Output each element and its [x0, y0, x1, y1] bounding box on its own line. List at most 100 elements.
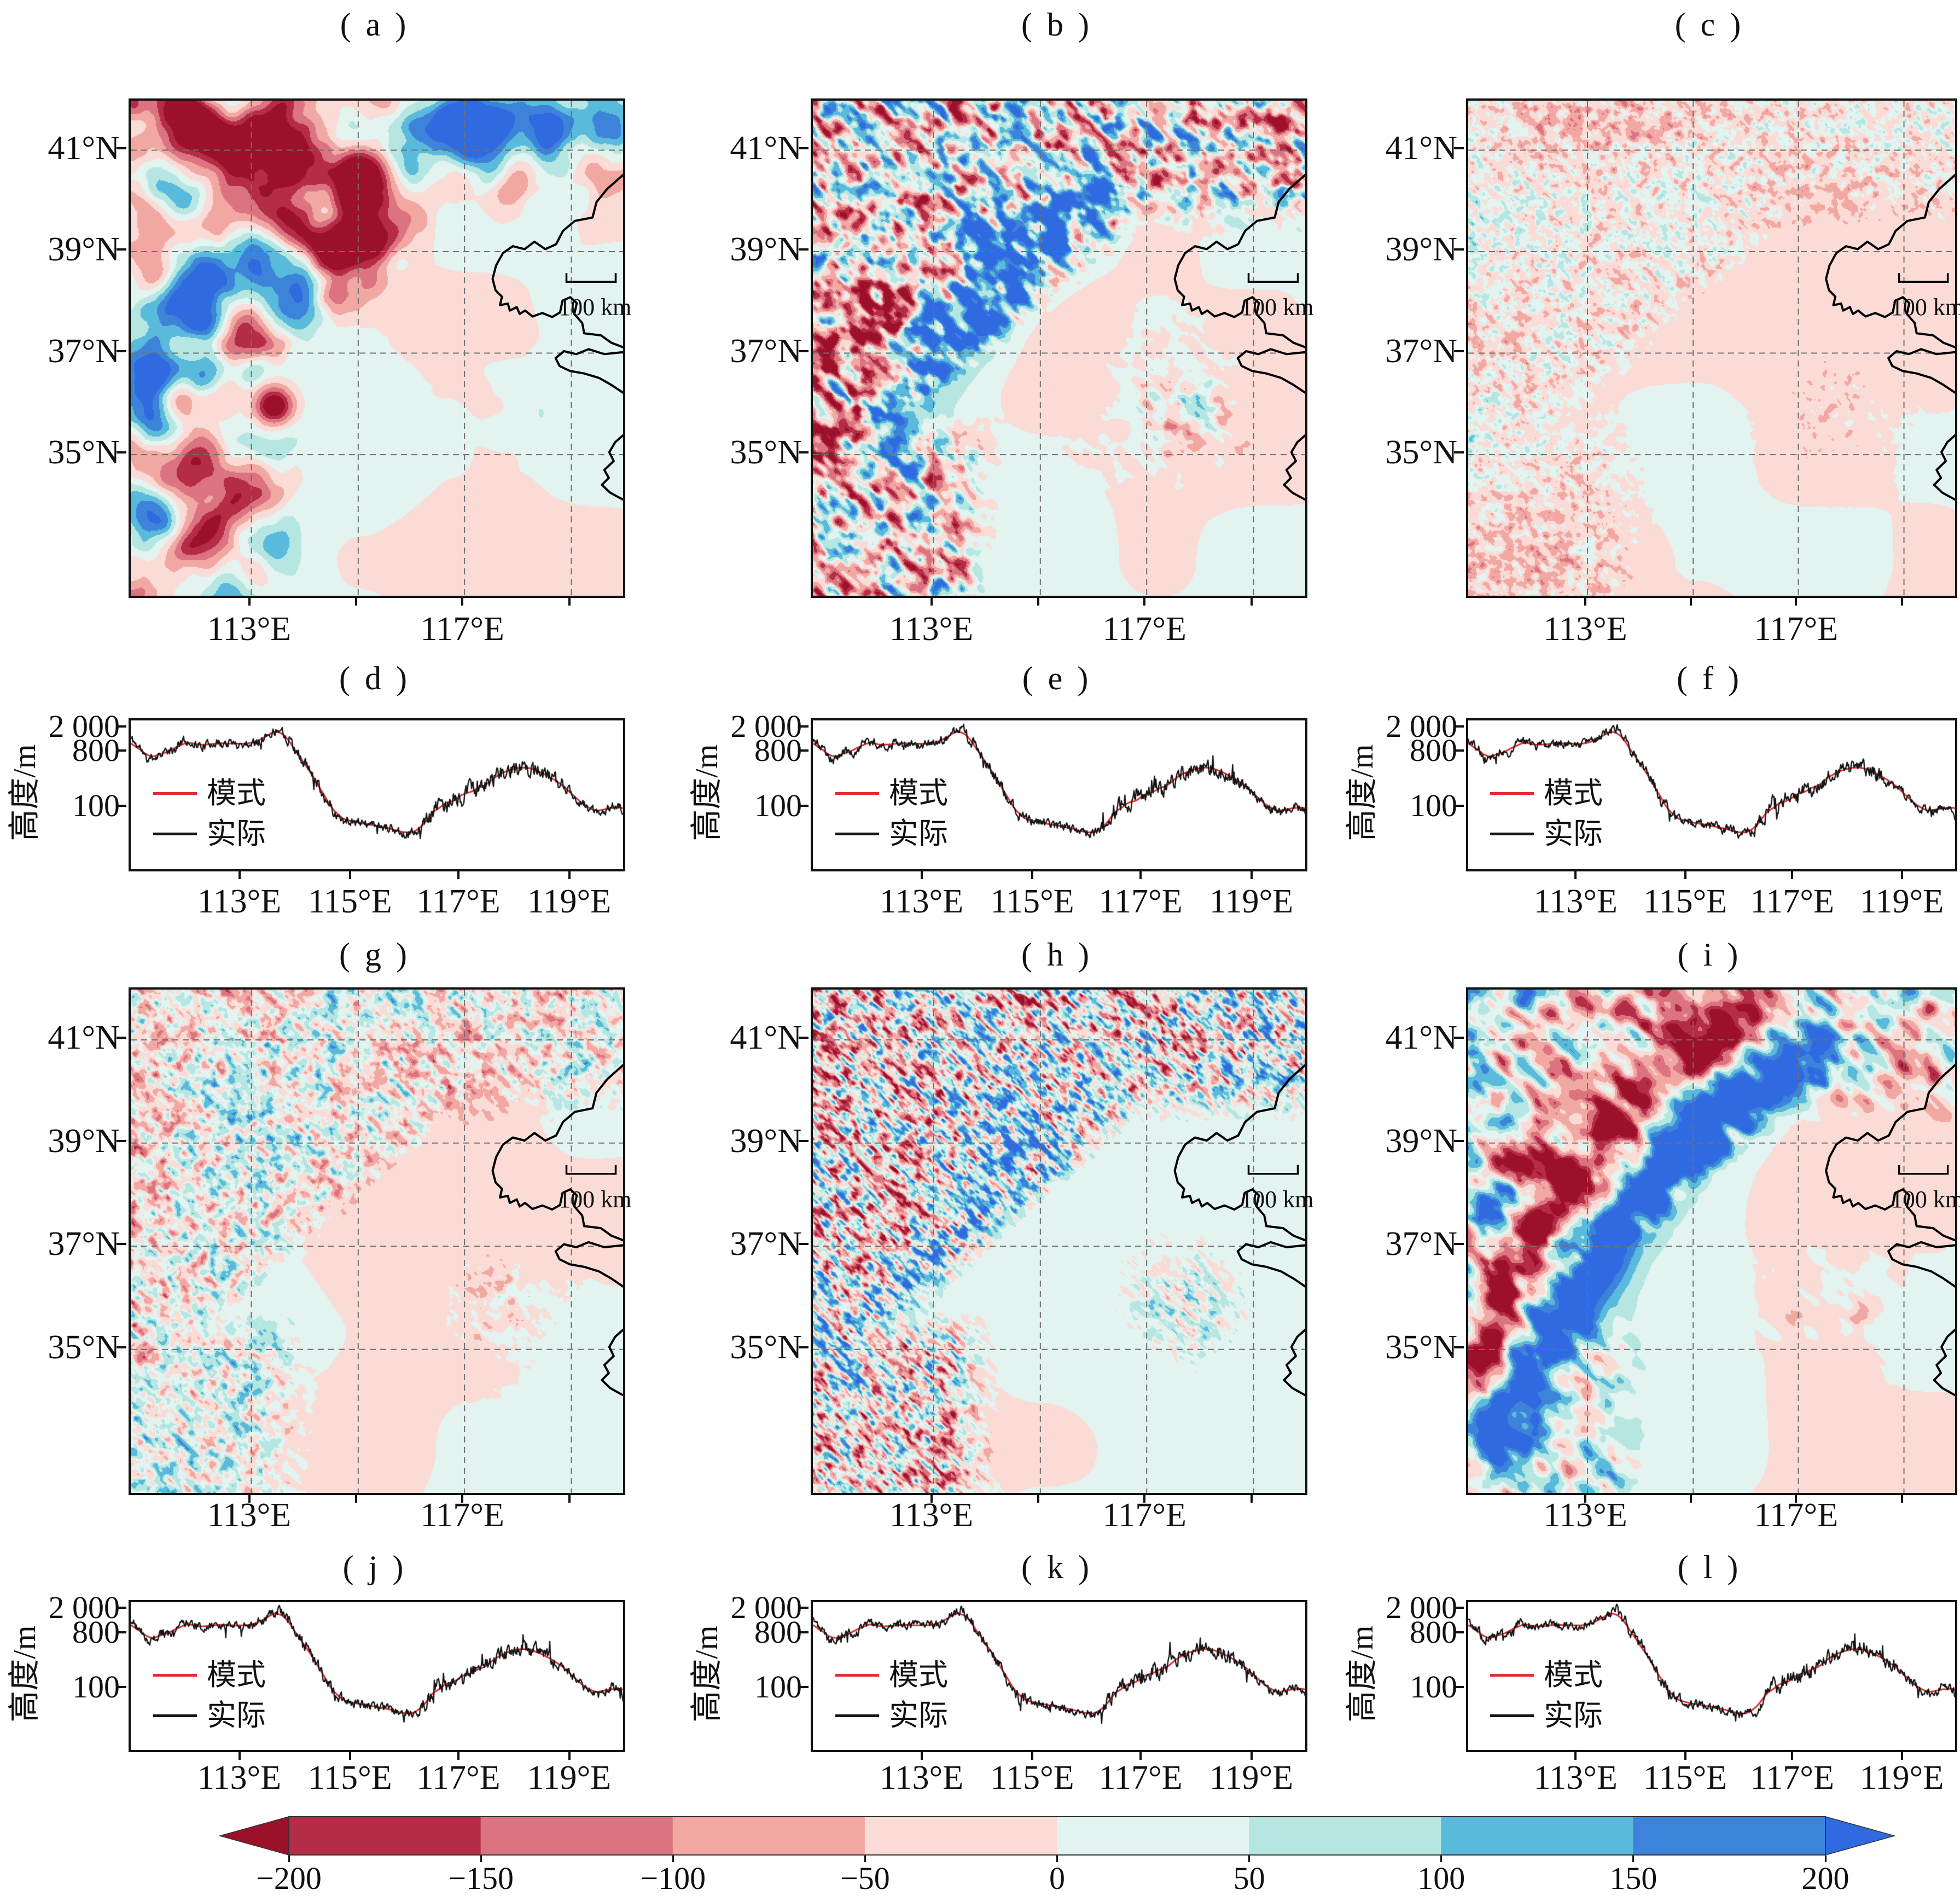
x-tick-label: 115°E [990, 1759, 1074, 1796]
x-tick-label: 115°E [990, 883, 1074, 920]
axis-tick-mark [117, 1346, 126, 1348]
profile-series-canvas [131, 1602, 623, 1750]
profile-panel-j: ( j ) 高度/m 2 000 800 100 模式 实际 113°E 115… [0, 1543, 632, 1811]
colorbar-tick-label: 50 [1233, 1860, 1265, 1896]
colorbar-svg [219, 1816, 1895, 1856]
x-tick-label: 119°E [1859, 883, 1944, 920]
lat-tick-label: 39°N [1385, 231, 1457, 269]
axis-tick-mark [461, 596, 464, 606]
y-tick-label: 100 [1410, 788, 1457, 824]
y-tick-label: 2 000 [730, 708, 802, 744]
axis-tick-mark [920, 1750, 923, 1760]
legend-row-model: 模式 [1490, 1659, 1603, 1691]
lat-tick-label: 35°N [730, 1328, 802, 1366]
legend-row-model: 模式 [1490, 777, 1603, 810]
axis-tick-mark [799, 1346, 809, 1348]
x-tick-label: 113°E [1533, 883, 1618, 920]
axis-tick-mark [1454, 1607, 1464, 1609]
lat-tick-label: 37°N [1385, 332, 1457, 370]
axis-tick-mark [117, 248, 126, 251]
colorbar-tick-mark [864, 1856, 866, 1862]
x-tick-label: 119°E [1209, 883, 1294, 920]
map-overlay-graphics [813, 101, 1305, 596]
axis-tick-mark [461, 1493, 464, 1503]
scalebar-label: 100 km [559, 293, 632, 321]
map-overlay-graphics [1468, 101, 1955, 596]
colorbar-tick-label: 200 [1801, 1860, 1850, 1896]
map-overlay-graphics [131, 990, 623, 1493]
profile-series-canvas [131, 720, 623, 869]
legend: 模式 实际 [835, 1659, 948, 1732]
x-tick-label: 115°E [308, 883, 392, 920]
lon-tick-label: 113°E [1543, 1497, 1627, 1534]
axis-tick-mark [799, 1037, 809, 1039]
legend-model-label: 模式 [1544, 777, 1603, 810]
axis-tick-mark [248, 596, 251, 606]
axis-tick-mark [930, 1493, 933, 1503]
map-plot-area: 100 km [811, 98, 1313, 598]
map-panel-c: ( c ) 41°N 39°N 37°N 35°N 100 km 113°E 1… [1337, 0, 1960, 662]
legend-row-model: 模式 [835, 1659, 948, 1691]
y-tick-label: 2 000 [1386, 1590, 1458, 1626]
axis-tick-mark [117, 1243, 126, 1246]
scalebar-label: 100 km [559, 1185, 632, 1213]
y-tick-label: 800 [72, 1614, 120, 1650]
legend-model-label: 模式 [889, 777, 948, 810]
legend-row-model: 模式 [835, 777, 948, 810]
scalebar-label: 100 km [1891, 1185, 1960, 1213]
axis-tick-mark [1143, 1493, 1146, 1503]
contour-field-canvas [1468, 101, 1955, 596]
legend-model-label: 模式 [207, 1659, 266, 1691]
axis-tick-mark [799, 451, 809, 454]
axis-tick-mark [1900, 1750, 1903, 1760]
map-overlay-graphics [813, 990, 1305, 1493]
x-tick-label: 119°E [527, 883, 612, 920]
axis-tick-mark [799, 1243, 809, 1246]
y-tick-label: 2 000 [730, 1590, 802, 1626]
lat-tick-label: 37°N [48, 1225, 120, 1263]
map-plot-area: 100 km [129, 987, 631, 1495]
profile-plot-area: 模式 实际 [811, 718, 1307, 871]
lon-tick-label: 113°E [889, 1497, 974, 1534]
panel-title: ( j ) [342, 1549, 407, 1585]
lat-tick-label: 39°N [48, 231, 120, 269]
colorbar: −200 −150 −100 −50 0 50 100 150 200 [219, 1816, 1895, 1895]
lon-tick-label: 113°E [207, 1497, 292, 1534]
axis-tick-mark [1139, 1750, 1142, 1760]
map-plot-area: 100 km [1466, 987, 1960, 1495]
contour-field-canvas [131, 990, 623, 1493]
axis-tick-mark [799, 1607, 809, 1609]
scalebar-label: 100 km [1891, 293, 1960, 321]
axis-tick-mark [568, 1493, 571, 1503]
axis-tick-mark [1031, 1750, 1033, 1760]
lon-tick-label: 117°E [420, 610, 504, 648]
legend: 模式 实际 [1490, 777, 1603, 850]
legend-model-line [153, 792, 197, 795]
legend: 模式 实际 [835, 777, 948, 850]
axis-tick-mark [1584, 596, 1587, 606]
map-overlay-graphics [1468, 990, 1955, 1493]
axis-tick-mark [799, 350, 809, 352]
legend-actual-label: 实际 [207, 817, 266, 850]
x-tick-label: 115°E [308, 1759, 392, 1796]
panel-title: ( a ) [340, 7, 410, 43]
contour-field-canvas [131, 101, 623, 596]
legend-row-actual: 实际 [153, 1699, 266, 1732]
axis-tick-mark [117, 749, 126, 752]
y-tick-label: 100 [72, 1668, 120, 1705]
y-tick-label: 100 [754, 788, 802, 824]
x-tick-label: 117°E [1098, 883, 1183, 920]
colorbar-tick-label: 100 [1417, 1860, 1465, 1896]
axis-tick-mark [117, 1685, 126, 1688]
axis-tick-mark [457, 869, 460, 879]
lat-tick-label: 39°N [730, 231, 802, 269]
profile-panel-e: ( e ) 高度/m 2 000 800 100 模式 实际 113°E 115… [682, 654, 1314, 934]
axis-tick-mark [349, 1750, 351, 1760]
legend-model-line [1490, 1673, 1534, 1677]
axis-tick-mark [1791, 1750, 1794, 1760]
lat-tick-label: 35°N [1385, 434, 1457, 472]
axis-tick-mark [248, 1493, 251, 1503]
axis-tick-mark [1250, 1493, 1253, 1503]
axis-tick-mark [354, 596, 357, 606]
axis-tick-mark [1900, 1493, 1903, 1503]
